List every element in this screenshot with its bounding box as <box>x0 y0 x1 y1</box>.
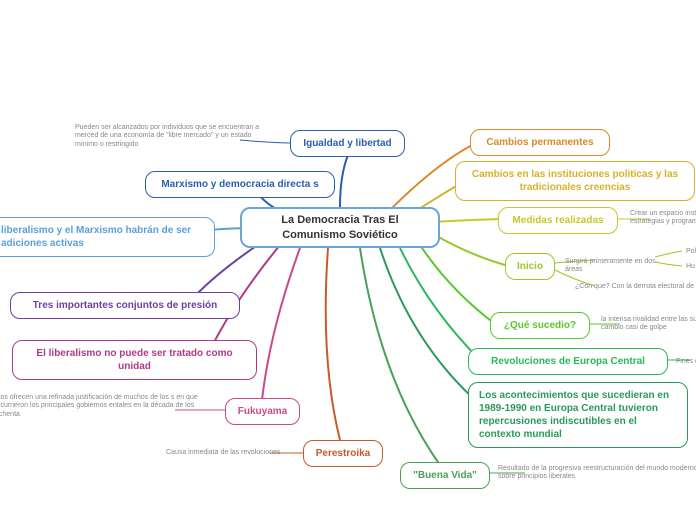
node-inicio[interactable]: Inicio <box>505 253 555 280</box>
annotation-text: ¿Con que? Con la derrota electoral de lo <box>575 283 696 291</box>
edge <box>400 248 480 360</box>
node-cambios-inst[interactable]: Cambios en las instituciones politicas y… <box>455 161 695 201</box>
node-que[interactable]: ¿Qué sucedio? <box>490 312 590 339</box>
annotation-text: Pueden ser alcanzados por individuos que… <box>75 124 275 149</box>
edge <box>435 235 505 265</box>
node-cambios-perm[interactable]: Cambios permanentes <box>470 129 610 156</box>
annotation-text: Pol <box>686 248 696 256</box>
central-node[interactable]: La Democracia Tras El Comunismo Soviétic… <box>240 207 440 248</box>
node-perestroika[interactable]: Perestroika <box>303 440 383 467</box>
edge <box>360 248 440 465</box>
annotation-text: la intensa rivalidad entre las superp ca… <box>601 316 696 333</box>
mindmap-canvas: La Democracia Tras El Comunismo Soviétic… <box>0 0 696 520</box>
edge <box>432 219 500 222</box>
node-fukuyama[interactable]: Fukuyama <box>225 398 300 425</box>
edge <box>262 248 300 400</box>
node-igualdad[interactable]: Igualdad y libertad <box>290 130 405 157</box>
annotation-text: Fines de 198 <box>676 358 696 366</box>
annotation-text: Resultado de la progresiva reestructurac… <box>498 465 696 482</box>
node-tres[interactable]: Tres importantes conjuntos de presión <box>10 292 240 319</box>
edge <box>420 245 495 324</box>
annotation-text: Crear un espacio institucional p de estr… <box>630 210 696 227</box>
annotation-text: Hu <box>686 263 696 271</box>
edge <box>326 248 340 440</box>
node-marxismo[interactable]: Marxismo y democracia directa s <box>145 171 335 198</box>
node-acontecimientos[interactable]: Los acontecimientos que sucedieran en 19… <box>468 382 688 448</box>
node-unidad[interactable]: El liberalismo no puede ser tratado como… <box>12 340 257 380</box>
edge <box>655 251 682 257</box>
annotation-text: xtos ofrecen una refinada justificación … <box>0 394 205 419</box>
edge <box>340 155 348 207</box>
node-medidas[interactable]: Medidas realizadas <box>498 207 618 234</box>
annotation-text: Causa inmediata de las revoluciones <box>166 449 296 457</box>
annotation-text: Surgirá primeramente en dos áreas <box>565 258 665 275</box>
node-buena-vida[interactable]: "Buena Vida" <box>400 462 490 489</box>
node-revoluciones[interactable]: Revoluciones de Europa Central <box>468 348 668 375</box>
node-liberalismo[interactable]: liberalismo y el Marxismo habrán de ser … <box>0 217 215 257</box>
